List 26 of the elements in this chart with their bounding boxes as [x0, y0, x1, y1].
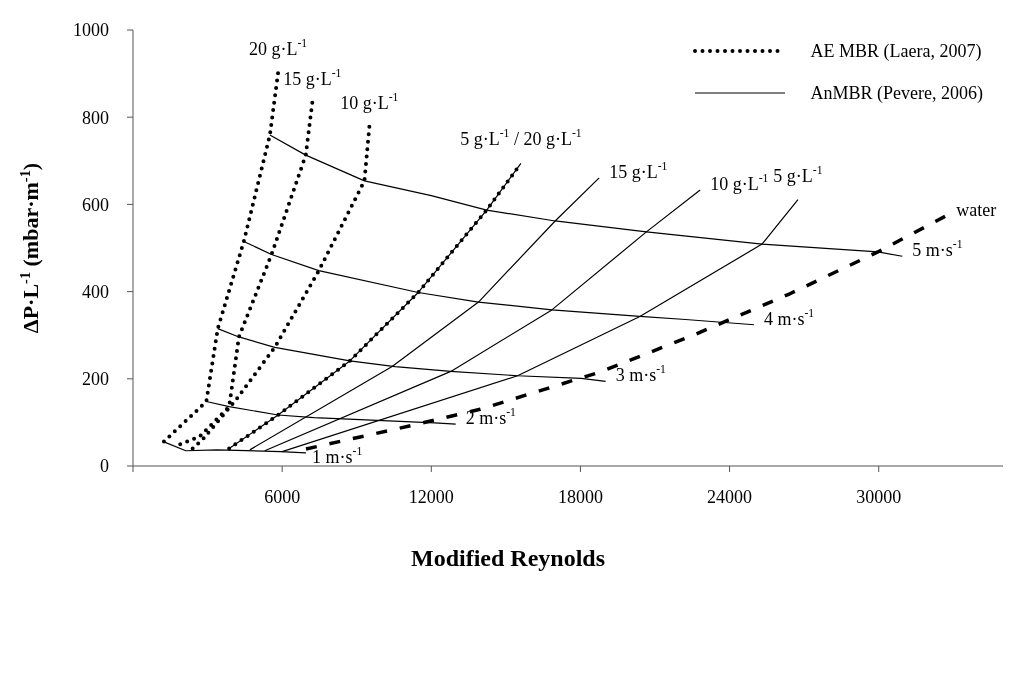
- annotation: 4 m·s$^{-1}$: [763, 306, 815, 329]
- x-tick-label: 18000: [557, 486, 603, 507]
- y-tick-label: 200: [82, 369, 109, 390]
- x-tick-label: 6000: [264, 486, 301, 507]
- annotation: 5 g·L$^{-1}$: [773, 163, 823, 186]
- annotation: 1 m·s$^{-1}$: [312, 445, 363, 468]
- annotation: 5 m·s$^{-1}$: [912, 238, 963, 261]
- x-tick-label: 12000: [408, 486, 454, 507]
- annotation: water: [956, 199, 997, 220]
- y-tick-label: 0: [100, 456, 109, 477]
- annotation: 10 g·L$^{-1}$: [340, 90, 399, 113]
- annotation: 5 g·L$^{-1}$ / 20 g·L$^{-1}$: [460, 127, 582, 150]
- annotation: 3 m·s$^{-1}$: [615, 363, 667, 386]
- x-tick-label: 24000: [707, 486, 753, 507]
- legend-label: AE MBR (Laera, 2007): [810, 40, 982, 62]
- x-axis-title: Modified Reynolds: [410, 545, 606, 571]
- y-tick-label: 600: [82, 194, 109, 215]
- annotation: 15 g·L$^{-1}$: [283, 67, 342, 89]
- legend-label: AnMBR (Pevere, 2006): [810, 82, 983, 104]
- annotation: 10 g·L$^{-1}$: [710, 172, 769, 195]
- annotation: 20 g·L$^{-1}$: [248, 37, 308, 60]
- annotation: 15 g·L$^{-1}$: [609, 159, 668, 182]
- x-tick-label: 30000: [856, 486, 902, 507]
- y-tick-label: 1000: [73, 20, 109, 41]
- y-tick-label: 800: [82, 107, 109, 128]
- y-tick-label: 400: [82, 281, 109, 302]
